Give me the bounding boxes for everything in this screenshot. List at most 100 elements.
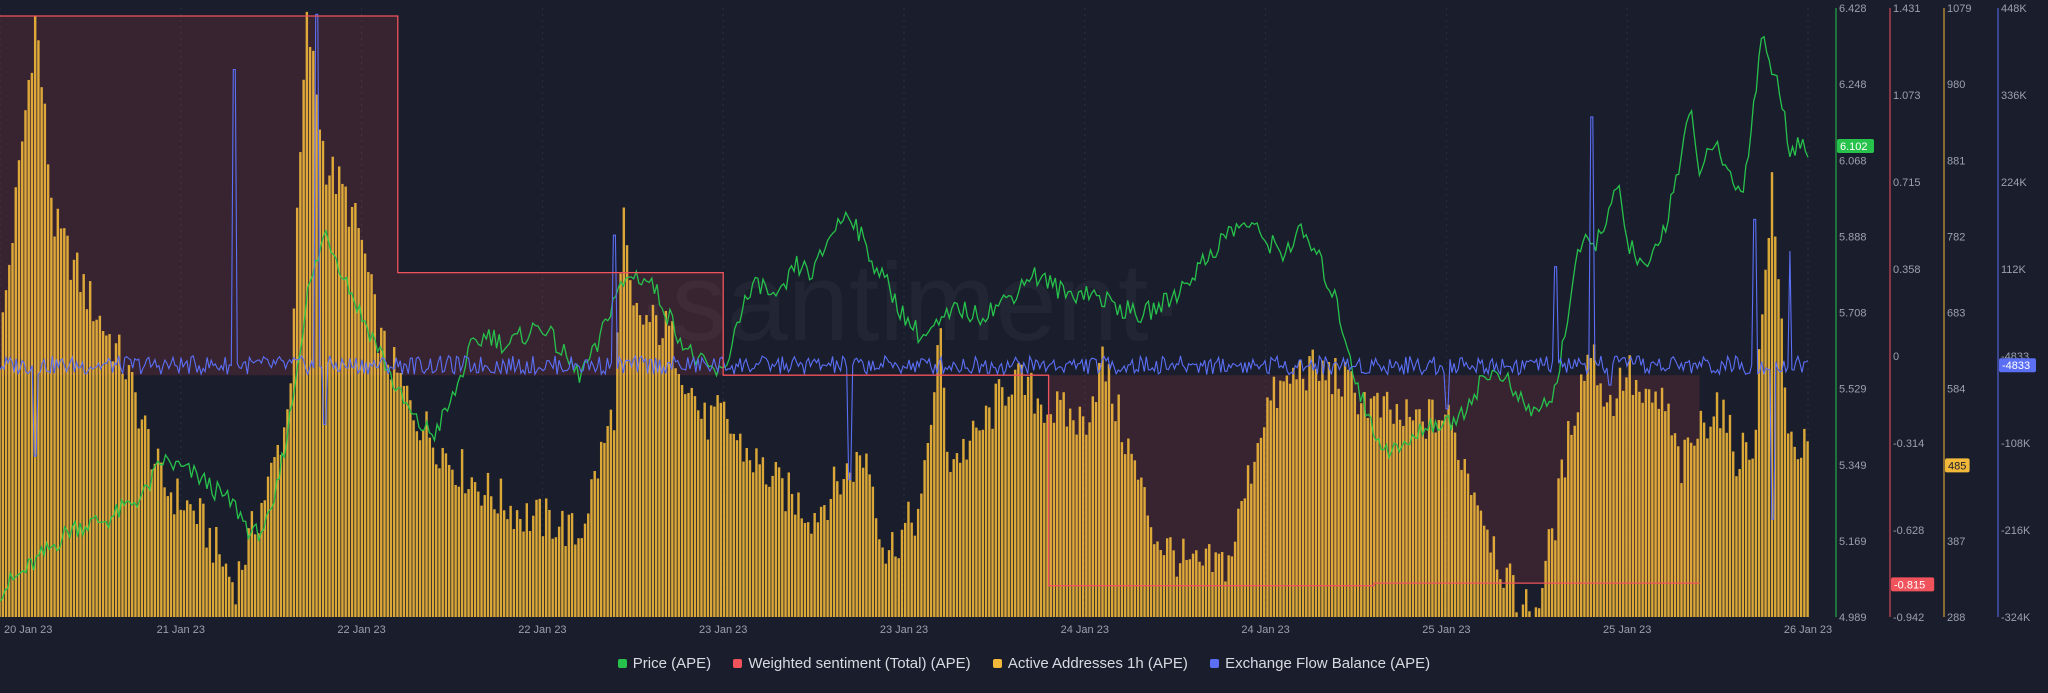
price-tick-label: 6.428 bbox=[1839, 3, 1867, 15]
active-addresses-bar bbox=[1586, 354, 1589, 617]
active-addresses-bar bbox=[528, 531, 532, 617]
active-addresses-bar bbox=[709, 405, 713, 617]
active-addresses-bar bbox=[1767, 237, 1770, 618]
active-addresses-bar bbox=[457, 486, 461, 617]
active-addresses-bar bbox=[593, 471, 596, 617]
active-addresses-bar bbox=[435, 464, 438, 617]
active-addresses-bar bbox=[202, 503, 205, 617]
active-addresses-bar bbox=[486, 472, 490, 617]
active-addresses-bar bbox=[496, 513, 499, 617]
active-addresses-bar bbox=[887, 550, 891, 617]
active-addresses-bar bbox=[612, 430, 616, 617]
active_addresses-tick-label: 881 bbox=[1947, 155, 1965, 167]
active-addresses-bar bbox=[900, 529, 904, 617]
active-addresses-bar bbox=[532, 515, 535, 617]
active-addresses-bar bbox=[512, 529, 516, 617]
active-addresses-bar bbox=[816, 522, 820, 617]
active-addresses-bar bbox=[231, 582, 234, 617]
x-tick-label: 25 Jan 23 bbox=[1603, 624, 1651, 636]
active-addresses-bar bbox=[1757, 349, 1761, 617]
active-addresses-bar bbox=[583, 523, 587, 617]
exchange_flow-tick-label: -324K bbox=[2001, 612, 2031, 624]
active-addresses-bar bbox=[748, 460, 752, 617]
active-addresses-bar bbox=[797, 492, 800, 617]
price-current-value-label: 6.102 bbox=[1840, 141, 1868, 153]
active-addresses-bar bbox=[858, 455, 862, 617]
active-addresses-bar bbox=[574, 544, 577, 617]
active-addresses-bar bbox=[111, 361, 115, 617]
active-addresses-bar bbox=[1017, 363, 1020, 617]
active-addresses-bar bbox=[871, 486, 875, 617]
active-addresses-bar bbox=[616, 332, 619, 617]
active-addresses-bar bbox=[1612, 415, 1615, 617]
active-addresses-bar bbox=[1411, 420, 1415, 617]
active-addresses-bar bbox=[1398, 419, 1402, 617]
active-addresses-bar bbox=[1356, 414, 1360, 617]
exchange_flow-tick-label: -216K bbox=[2001, 525, 2031, 537]
active-addresses-bar bbox=[373, 294, 376, 617]
active-addresses-bar bbox=[140, 419, 144, 617]
active-addresses-bar bbox=[1641, 402, 1644, 617]
active-addresses-bar bbox=[680, 384, 684, 617]
active-addresses-bar bbox=[1699, 410, 1703, 617]
legend-item-active-addresses[interactable]: Active Addresses 1h (APE) bbox=[992, 655, 1188, 672]
price-line bbox=[0, 35, 1809, 602]
active-addresses-bar bbox=[166, 496, 169, 617]
active-addresses-bar bbox=[1567, 421, 1570, 617]
active-addresses-bar bbox=[299, 152, 302, 617]
active-addresses-bar bbox=[794, 514, 797, 617]
active-addresses-bar bbox=[1072, 420, 1075, 617]
active_addresses-tick-label: 980 bbox=[1947, 79, 1965, 91]
active-addresses-bar bbox=[1385, 391, 1389, 617]
active-addresses-bar bbox=[250, 511, 254, 617]
active-addresses-bar bbox=[819, 506, 823, 617]
active-addresses-bar bbox=[1683, 439, 1686, 617]
active-addresses-bar bbox=[147, 429, 150, 617]
active-addresses-bar bbox=[1508, 563, 1512, 617]
sentiment-tick-label: 0 bbox=[1893, 351, 1899, 363]
active-addresses-bar bbox=[1596, 385, 1599, 617]
legend-item-exchange-flow[interactable]: Exchange Flow Balance (APE) bbox=[1210, 655, 1430, 672]
active-addresses-bar bbox=[933, 392, 936, 617]
active-addresses-bar bbox=[713, 406, 716, 617]
active-addresses-bar bbox=[1224, 581, 1227, 617]
active-addresses-bar bbox=[389, 379, 393, 617]
active-addresses-bar bbox=[1, 312, 5, 617]
active-addresses-bar bbox=[153, 463, 157, 617]
active-addresses-bar bbox=[1043, 422, 1046, 617]
price-tick-label: 4.989 bbox=[1839, 612, 1867, 624]
exchange_flow-tick-label: -108K bbox=[2001, 438, 2031, 450]
active-addresses-bar bbox=[1722, 399, 1725, 617]
active-addresses-bar bbox=[1052, 422, 1056, 617]
price-tick-label: 5.888 bbox=[1839, 231, 1867, 243]
active-addresses-bar bbox=[881, 547, 884, 617]
active-addresses-bar bbox=[1647, 389, 1651, 617]
active-addresses-bar bbox=[897, 558, 900, 617]
active-addresses-bar bbox=[451, 469, 454, 617]
active-addresses-bar bbox=[1263, 427, 1266, 617]
active-addresses-bar bbox=[1065, 426, 1069, 617]
active-addresses-bar bbox=[803, 522, 807, 617]
active-addresses-bar bbox=[865, 453, 868, 617]
active-addresses-bar bbox=[1298, 360, 1302, 617]
active-addresses-bar bbox=[1288, 383, 1292, 617]
legend-item-sentiment[interactable]: Weighted sentiment (Total) (APE) bbox=[733, 655, 971, 672]
active-addresses-bar bbox=[1353, 392, 1356, 617]
active-addresses-bar bbox=[745, 448, 748, 617]
active-addresses-bar bbox=[237, 561, 241, 617]
active-addresses-bar bbox=[1492, 536, 1496, 617]
active-addresses-bar bbox=[1715, 392, 1719, 617]
active-addresses-bar bbox=[192, 510, 195, 617]
active-addresses-bar bbox=[1295, 379, 1298, 617]
active-addresses-bar bbox=[1330, 394, 1334, 617]
legend-item-price[interactable]: Price (APE) bbox=[617, 655, 711, 672]
active-addresses-bar bbox=[994, 383, 997, 617]
active-addresses-bar bbox=[1256, 443, 1259, 617]
active-addresses-bar bbox=[1275, 408, 1279, 617]
active-addresses-bar bbox=[952, 459, 955, 617]
active-addresses-bar bbox=[189, 504, 192, 617]
active-addresses-bar bbox=[1007, 396, 1010, 617]
active_addresses-current-value-badge bbox=[1945, 458, 1970, 473]
active-addresses-bar bbox=[412, 420, 415, 617]
